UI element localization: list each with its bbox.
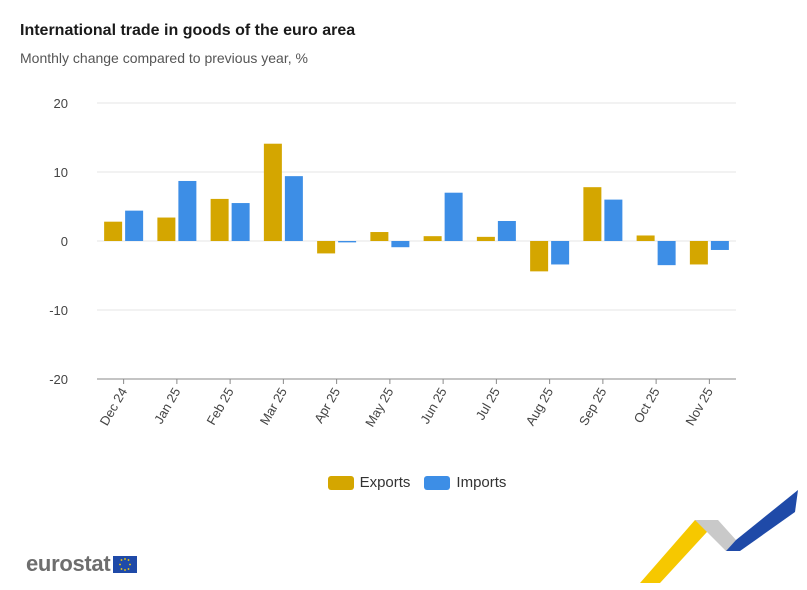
eurostat-logo: eurostat: [26, 551, 138, 577]
bar-exports: [370, 232, 389, 241]
chart-title: International trade in goods of the euro…: [20, 22, 356, 39]
x-tick-label: Jul 25: [473, 385, 503, 423]
bar-exports: [423, 236, 442, 241]
bar-exports: [583, 187, 602, 241]
x-tick-label: Sep 25: [576, 385, 610, 428]
y-tick-label: 0: [61, 234, 68, 249]
bar-exports: [317, 241, 336, 254]
bar-imports: [604, 199, 623, 241]
bar-imports: [391, 241, 410, 248]
bar-exports: [104, 221, 123, 241]
bar-exports: [263, 143, 282, 241]
x-tick-label: Aug 25: [523, 385, 557, 428]
x-tick-label: Nov 25: [682, 385, 716, 428]
chart-subtitle: Monthly change compared to previous year…: [20, 50, 308, 66]
y-tick-label: -10: [49, 303, 68, 318]
bar-exports: [689, 241, 708, 265]
legend-label-exports: Exports: [359, 474, 411, 491]
bar-exports: [210, 198, 229, 241]
bar-imports: [231, 203, 250, 241]
legend-label-imports: Imports: [456, 474, 507, 491]
x-tick-label: Apr 25: [311, 385, 343, 426]
bar-imports: [125, 210, 144, 241]
logo-text: eurostat: [26, 551, 111, 576]
bar-imports: [444, 192, 463, 241]
bar-imports: [497, 220, 516, 241]
bar-chart: 20 10 0 -10 -20 Dec 24 Jan 25 Feb 25 Mar 25 Apr 2…: [49, 96, 736, 429]
bar-exports: [476, 236, 495, 241]
bar-exports: [157, 217, 176, 241]
bar-imports: [551, 241, 570, 265]
x-tick-label: Mar 25: [257, 385, 290, 428]
legend-item-imports[interactable]: Imports: [424, 474, 506, 491]
bar-imports: [657, 241, 676, 266]
x-tick-label: Feb 25: [203, 385, 236, 428]
imports-swatch: [424, 475, 451, 490]
bar-imports: [284, 176, 303, 241]
legend-item-exports[interactable]: Exports: [327, 474, 411, 491]
y-tick-label: -20: [49, 372, 68, 387]
bar-imports: [710, 241, 729, 250]
decorative-chevron-graphic: [640, 490, 798, 583]
bar-exports: [636, 235, 655, 241]
y-tick-label: 20: [54, 96, 68, 111]
bar-imports: [338, 241, 357, 243]
x-tick-label: May 25: [362, 385, 396, 429]
x-tick-label: Dec 24: [97, 385, 131, 428]
x-tick-label: Jan 25: [151, 385, 184, 426]
y-tick-label: 10: [54, 165, 68, 180]
x-tick-label: Jun 25: [417, 385, 450, 426]
eu-flag-icon: [113, 555, 138, 573]
x-tick-label: Oct 25: [631, 385, 663, 426]
legend: Exports Imports: [0, 474, 807, 491]
bar-imports: [178, 180, 197, 241]
exports-swatch: [327, 475, 354, 490]
bar-exports: [530, 241, 549, 272]
